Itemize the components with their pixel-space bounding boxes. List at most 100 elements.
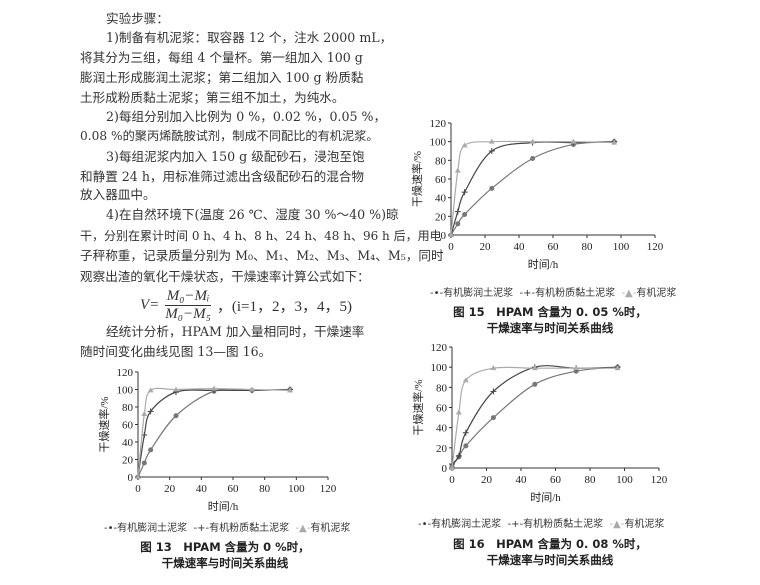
- legend-marker-plus-icon: -+-: [507, 519, 524, 530]
- body-line: 经统计分析，HPAM 加入量相同时，干燥速率: [106, 324, 365, 339]
- data-point: [532, 381, 538, 387]
- data-point: [449, 465, 455, 470]
- data-point: [454, 208, 461, 215]
- figure-15-caption: 图 15 HPAM 含量为 0. 05 %时， 干燥速率与时间关系曲线: [435, 304, 665, 336]
- data-point: [530, 155, 536, 161]
- legend-label: 有机泥浆: [636, 288, 677, 299]
- legend-marker-triangle-icon: -▲-: [295, 523, 311, 534]
- y-tick-label: 100: [430, 137, 447, 149]
- data-point: [488, 148, 495, 154]
- y-tick-label: 20: [435, 211, 447, 223]
- legend-marker-triangle-icon: -▲-: [621, 288, 637, 299]
- x-tick-label: 20: [481, 474, 493, 486]
- x-tick-label: 40: [196, 483, 208, 495]
- formula-numerator: M₀−Mᵢ: [164, 288, 212, 306]
- data-point: [141, 460, 147, 466]
- section-heading: 实验步骤：: [106, 11, 169, 26]
- y-tick-label: 40: [435, 193, 447, 205]
- data-point: [448, 232, 454, 237]
- y-tick-label: 80: [435, 155, 447, 167]
- data-point: [455, 409, 462, 415]
- chart-1: 0 20 40 60 80 100 120 0 20 40 60 80 100 120 时间/h 干燥速率/%: [410, 118, 664, 271]
- series-line: [137, 388, 291, 478]
- formula-lhs: V=: [140, 297, 160, 313]
- series-line: [137, 388, 291, 478]
- figure-16-caption: 图 16 HPAM 含量为 0. 08 %时， 干燥速率与时间关系曲线: [435, 536, 665, 568]
- series-line: [137, 387, 291, 478]
- body-line: 膨润土形成膨润土泥浆；第二组加入 100 g 粉质黏: [80, 70, 364, 85]
- y-tick-label: 20: [122, 455, 134, 467]
- y-tick-label: 0: [441, 230, 447, 242]
- caption-line: 干燥速率与时间关系曲线: [486, 553, 614, 567]
- x-tick-label: 40: [516, 474, 528, 486]
- x-axis-label: 时间/h: [530, 491, 561, 504]
- legend-marker-dot-icon: -•-: [418, 519, 432, 530]
- legend-label: 有机粉质黏土泥浆: [535, 288, 616, 299]
- y-tick-label: 20: [436, 443, 448, 455]
- data-point: [461, 189, 468, 196]
- y-tick-label: 100: [431, 362, 448, 374]
- data-point: [462, 429, 469, 436]
- body-line: 1)制备有机泥浆：取容器 12 个，注水 2000 mL，: [106, 30, 393, 45]
- y-tick-label: 0: [442, 463, 448, 475]
- legend-marker-dot-icon: -•-: [430, 288, 444, 299]
- series-line: [451, 365, 618, 465]
- body-line: 将其分为三组，每组 4 个量杯。第一组加入 100 g: [80, 50, 363, 65]
- body-line: 0.08 %的聚丙烯酰胺试剂，制成不同配比的有机泥浆。: [80, 129, 379, 143]
- x-tick-label: 40: [514, 241, 526, 253]
- data-point: [490, 388, 497, 395]
- data-point: [249, 386, 255, 392]
- data-point: [531, 365, 538, 371]
- data-point: [455, 221, 461, 227]
- data-point: [463, 443, 469, 449]
- body-line: 和静置 24 h，用标准筛过滤出含级配砂石的混合物: [80, 169, 365, 184]
- data-point: [141, 411, 148, 416]
- data-point: [148, 447, 154, 453]
- x-tick-label: 120: [651, 474, 668, 486]
- formula-index: ，(i=1，2，3，4，5): [216, 299, 352, 315]
- x-tick-label: 80: [259, 483, 271, 495]
- legend-label: 有机粉质黏土泥浆: [523, 519, 604, 530]
- legend-marker-triangle-icon: -▲-: [609, 519, 625, 530]
- data-point: [489, 185, 495, 191]
- chart-0: 0 20 40 60 80 100 120 0 20 40 60 80 100 120 时间/h 干燥速率/%: [97, 367, 337, 513]
- formula-fraction: M₀−Mᵢ M₀−M₅: [163, 288, 213, 323]
- legend-label: 有机膨润土泥浆: [117, 523, 188, 534]
- x-tick-label: 60: [550, 474, 562, 486]
- y-tick-label: 0: [128, 472, 134, 484]
- y-tick-label: 80: [436, 382, 448, 394]
- data-point: [454, 167, 461, 173]
- caption-line: 干燥速率与时间关系曲线: [486, 321, 614, 335]
- x-tick-label: 120: [320, 483, 337, 495]
- x-tick-label: 0: [449, 474, 455, 486]
- x-tick-label: 60: [548, 241, 560, 253]
- data-point: [573, 365, 580, 371]
- x-tick-label: 0: [448, 241, 454, 253]
- body-line: 3)每组泥浆内加入 150 g 级配砂石，浸泡至饱: [106, 149, 365, 164]
- data-point: [173, 413, 179, 419]
- y-tick-label: 120: [430, 118, 447, 130]
- y-tick-label: 120: [117, 367, 134, 379]
- legend-label: 有机膨润土泥浆: [443, 288, 514, 299]
- data-point: [211, 385, 217, 391]
- chart-2: 0 20 40 60 80 100 120 0 20 40 60 80 100 120 时间/h 干燥速率/%: [411, 342, 668, 504]
- series-line: [450, 141, 615, 236]
- x-tick-label: 0: [135, 483, 141, 495]
- caption-line: 图 15 HPAM 含量为 0. 05 %时，: [453, 305, 647, 319]
- series-line: [450, 140, 615, 236]
- body-line: 观察出渣的氧化干燥状态，干燥速率计算公式如下：: [80, 269, 370, 284]
- y-tick-label: 100: [117, 385, 134, 397]
- x-axis-label: 时间/h: [528, 258, 559, 271]
- data-point: [488, 138, 495, 144]
- data-point: [490, 415, 496, 421]
- data-point: [570, 138, 577, 144]
- legend-fig13: -•-有机膨润土泥浆 -+-有机粉质黏土泥浆 -▲-有机泥浆: [104, 519, 350, 534]
- x-tick-label: 100: [616, 474, 633, 486]
- legend-fig16: -•-有机膨润土泥浆 -+-有机粉质黏土泥浆 -▲-有机泥浆: [418, 515, 664, 530]
- legend-label: 有机泥浆: [310, 523, 351, 534]
- x-tick-label: 120: [647, 241, 664, 253]
- y-tick-label: 60: [122, 420, 134, 432]
- data-point: [173, 386, 179, 392]
